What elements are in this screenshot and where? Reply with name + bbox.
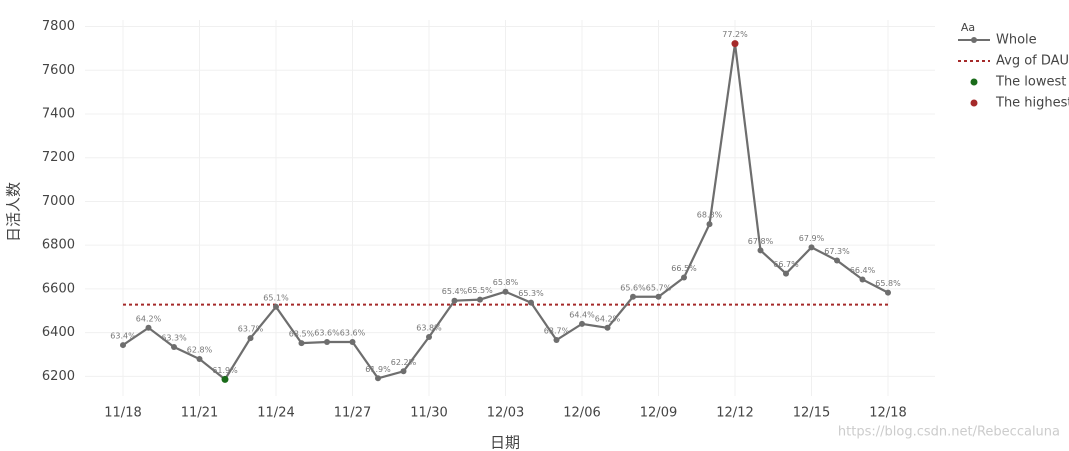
point — [349, 339, 356, 346]
rate-label: 65.6% — [620, 283, 646, 292]
point — [808, 244, 815, 251]
rate-label: 67.8% — [748, 237, 774, 246]
point — [757, 247, 764, 254]
point — [171, 344, 177, 351]
x-axis-title: 日期 — [490, 434, 520, 451]
point — [298, 340, 305, 347]
rate-label: 65.1% — [263, 293, 289, 302]
rate-label: 66.7% — [773, 260, 799, 269]
y-tick-label: 7600 — [42, 63, 75, 78]
rate-label: 68.8% — [697, 211, 723, 220]
point — [247, 335, 254, 342]
point — [400, 368, 407, 375]
legend-label: The lowest — [995, 75, 1066, 90]
x-tick-label: 12/12 — [716, 406, 753, 421]
point — [145, 324, 152, 331]
y-tick-label: 6600 — [42, 281, 75, 296]
rate-label: 63.5% — [289, 330, 315, 339]
rate-label: 63.7% — [238, 325, 264, 334]
rate-label: 65.4% — [442, 287, 468, 296]
extreme-point — [221, 375, 229, 383]
point — [451, 297, 458, 304]
y-axis-title: 日活人数 — [5, 182, 23, 242]
rate-label: 65.7% — [646, 283, 672, 292]
rate-label: 67.3% — [824, 247, 850, 256]
legend-marker — [970, 78, 978, 86]
point — [859, 276, 866, 283]
legend-marker — [970, 99, 978, 107]
point — [604, 324, 611, 331]
x-tick-label: 12/15 — [793, 406, 830, 421]
point — [681, 274, 687, 281]
rate-label: 66.5% — [671, 264, 697, 273]
legend-label: Avg of DAU — [996, 54, 1069, 69]
rate-label: 64.4% — [569, 310, 595, 319]
rate-label: 65.3% — [518, 289, 544, 298]
point — [706, 221, 713, 228]
x-tick-label: 12/03 — [487, 406, 524, 421]
y-tick-label: 7800 — [42, 19, 75, 34]
rate-label: 62.8% — [187, 346, 213, 355]
rate-label: 62.2% — [391, 358, 417, 367]
point — [273, 303, 279, 310]
rate-label: 63.4% — [110, 332, 136, 341]
y-tick-label: 7400 — [42, 107, 75, 122]
point — [630, 293, 636, 300]
point — [196, 356, 203, 363]
point — [655, 293, 662, 300]
x-tick-label: 11/27 — [334, 406, 371, 421]
y-tick-label: 6400 — [42, 325, 75, 340]
point — [885, 289, 891, 296]
point — [324, 339, 330, 346]
rate-label: 63.8% — [416, 323, 442, 332]
rate-label: 64.2% — [136, 314, 162, 323]
point — [477, 296, 483, 303]
rate-label: 66.4% — [850, 266, 876, 275]
legend-label: The highest — [995, 96, 1069, 111]
y-tick-label: 7000 — [42, 194, 75, 209]
rate-label: 64.2% — [595, 314, 621, 323]
x-tick-label: 11/21 — [181, 406, 218, 421]
rate-label: 61.9% — [365, 365, 391, 374]
rate-label: 65.5% — [467, 286, 493, 295]
rate-label: 61.9% — [212, 366, 238, 375]
x-tick-label: 11/24 — [257, 406, 294, 421]
legend-label: Whole — [996, 33, 1037, 48]
watermark: https://blog.csdn.net/Rebeccaluna — [838, 425, 1060, 440]
legend-title: Aa — [961, 21, 975, 34]
rate-label: 63.7% — [544, 327, 570, 336]
rate-label: 63.6% — [314, 329, 340, 338]
x-tick-label: 12/06 — [563, 406, 600, 421]
point — [426, 333, 432, 340]
point — [553, 337, 560, 344]
point — [528, 299, 534, 306]
x-tick-label: 12/09 — [640, 406, 677, 421]
x-tick-label: 12/18 — [869, 406, 906, 421]
extreme-point — [731, 40, 739, 48]
point — [502, 288, 509, 295]
x-tick-label: 11/30 — [410, 406, 447, 421]
y-tick-label: 6800 — [42, 238, 75, 253]
y-tick-label: 7200 — [42, 150, 75, 165]
rate-label: 65.8% — [493, 278, 519, 287]
point — [783, 270, 789, 277]
rate-label: 65.8% — [875, 279, 901, 288]
legend-marker — [971, 37, 977, 43]
point — [834, 257, 840, 264]
point — [579, 320, 585, 327]
point — [120, 342, 126, 349]
point — [375, 375, 381, 382]
rate-label: 77.2% — [722, 30, 748, 39]
rate-label: 63.6% — [340, 329, 366, 338]
rate-label: 63.3% — [161, 334, 187, 343]
y-tick-label: 6200 — [42, 369, 75, 384]
rate-label: 67.9% — [799, 234, 825, 243]
x-tick-label: 11/18 — [104, 406, 141, 421]
